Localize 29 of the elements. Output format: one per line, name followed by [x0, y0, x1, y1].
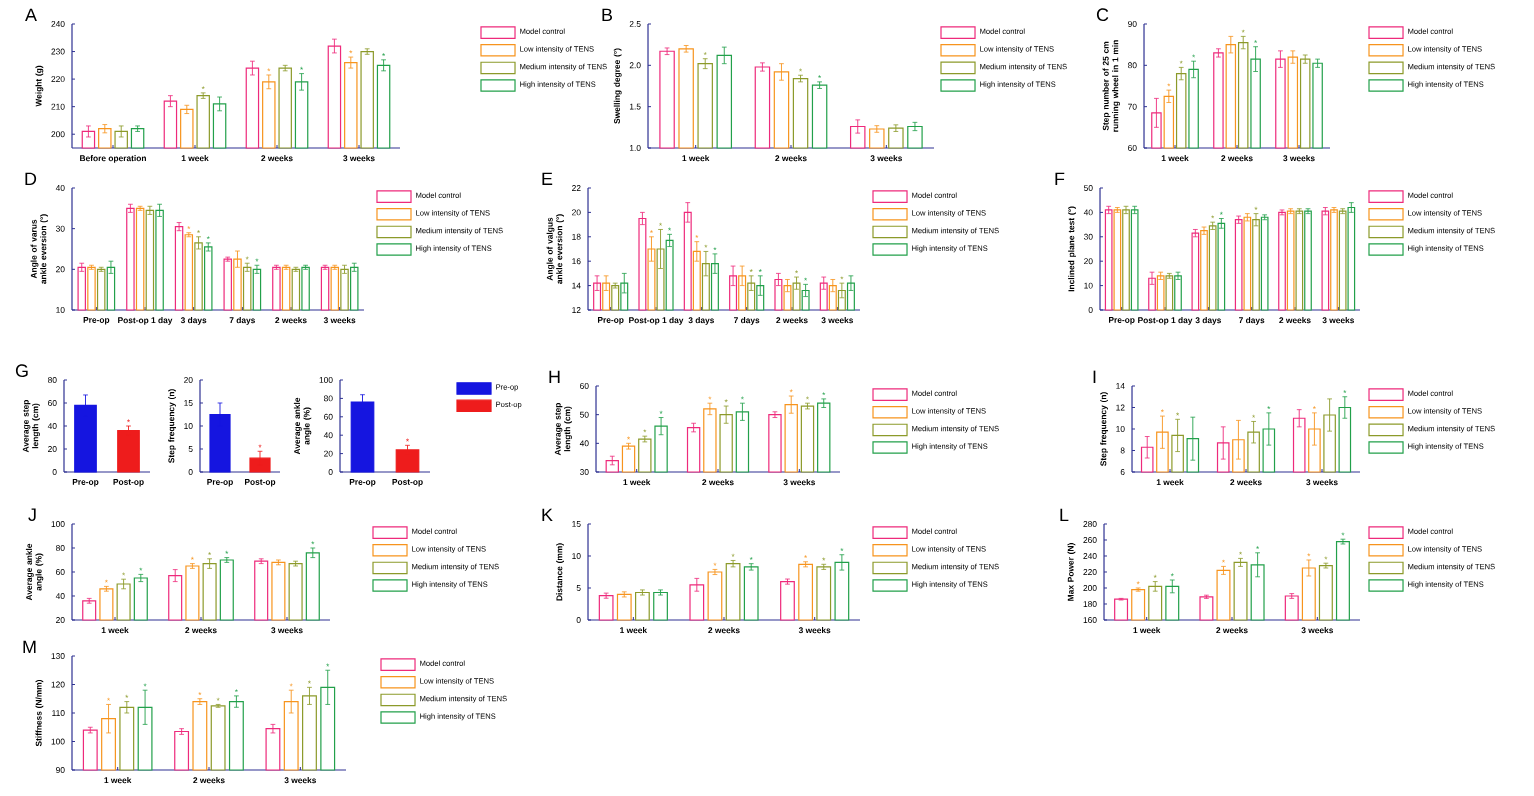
bar	[1191, 232, 1200, 311]
chart-title: B	[602, 8, 613, 21]
bar	[1234, 219, 1243, 311]
bar	[1104, 209, 1113, 311]
chart-title: I	[1093, 370, 1096, 383]
chart-title: E	[542, 172, 553, 185]
chart-title: L	[1060, 508, 1069, 521]
bar	[1217, 222, 1226, 311]
chart-title: M	[23, 640, 36, 653]
chart-title: K	[542, 508, 553, 521]
bar	[1338, 210, 1347, 311]
bar	[1295, 210, 1304, 311]
bar	[1165, 275, 1174, 311]
chart-title: D	[25, 172, 37, 185]
chart-title: A	[25, 8, 37, 21]
bar	[1347, 206, 1356, 311]
bar	[1156, 275, 1165, 311]
bar	[1130, 209, 1139, 311]
bar	[1321, 210, 1330, 311]
bar	[1286, 210, 1295, 311]
bar	[1243, 216, 1252, 311]
chart-title: F	[1055, 172, 1065, 185]
bar	[1113, 209, 1122, 311]
bar	[1208, 225, 1217, 311]
chart-title: C	[1096, 8, 1109, 22]
chart-title: J	[28, 508, 36, 522]
chart-title: H	[549, 370, 560, 383]
bar	[1260, 216, 1269, 311]
chart-title: G	[15, 364, 28, 378]
